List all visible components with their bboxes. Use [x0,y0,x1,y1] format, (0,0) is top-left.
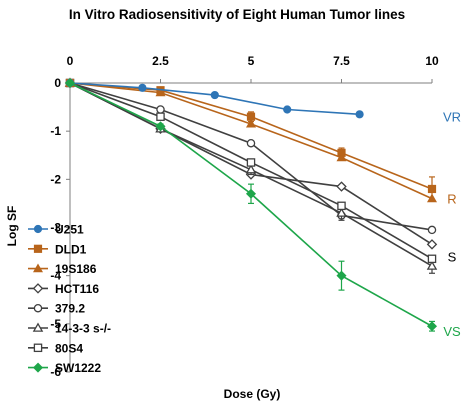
legend-label: SW1222 [55,361,101,375]
legend-label: HCT116 [55,282,99,296]
legend-marker [32,283,44,294]
legend-marker [32,362,44,373]
data-point [336,152,347,162]
data-point [283,105,292,114]
y-tick-label: -1 [50,124,61,138]
annotation-r: R [447,192,456,207]
annotations: VR R S VS [443,110,461,339]
data-point [337,201,346,211]
data-point [427,254,437,264]
data-point [427,184,437,194]
legend-marker [33,224,43,234]
legend-item: 379.2 [28,302,85,316]
data-point [245,164,257,174]
data-point [155,87,166,97]
legend-item: 80S4 [28,341,83,355]
legend-marker [32,322,44,332]
data-point [336,270,347,281]
legend-item: 14-3-3 s-/- [28,322,111,336]
x-tick-label: 10 [425,54,439,68]
annotation-s: S [448,249,457,264]
series-19s186 [64,77,438,203]
legend-label: 14-3-3 s-/- [55,322,111,336]
x-tick-label: 0 [67,54,74,68]
legend-item: 19S186 [28,262,97,276]
axes: 0 2.5 5 7.5 10 0 -1 -2 -3 -4 -5 -6 [50,54,439,379]
data-point [427,225,437,235]
data-point [156,112,165,121]
legend-label: 19S186 [55,262,97,276]
legend-label: U251 [55,223,84,237]
data-point [210,90,219,100]
x-axis-label: Dose (Gy) [224,387,281,401]
y-tick-label: -6 [50,365,61,379]
legend-item: U251 [28,223,84,237]
data-point [246,158,256,167]
data-point [426,321,438,332]
data-point [245,118,257,128]
legend-item: SW1222 [28,361,101,375]
y-tick-label: -2 [50,172,61,186]
x-tick-label: 2.5 [152,54,169,68]
data-point [246,138,256,148]
data-point [245,188,257,199]
legend-label: DLD1 [55,242,87,256]
data-point [336,181,347,192]
y-tick-label: -5 [50,317,61,331]
y-tick-label: -4 [50,269,61,283]
chart-title: In Vitro Radiosensitivity of Eight Human… [69,7,405,22]
x-tick-label: 5 [248,54,255,68]
series-line [69,82,433,231]
series-layer [64,77,438,332]
legend-item: DLD1 [28,242,87,256]
legend-item: HCT116 [28,282,99,296]
legend-marker [33,343,43,353]
y-tick-label: -3 [50,221,61,235]
legend: U251 DLD1 19S186 HCT116 379.2 14-3-3 s-/- 80S4… [28,223,111,375]
data-point [138,83,147,92]
data-point [156,105,165,114]
annotation-vr: VR [443,110,461,125]
data-point [355,110,364,119]
legend-label: 80S4 [55,341,83,355]
y-axis-label: Log SF [5,206,19,247]
data-point [426,239,438,250]
legend-marker [32,263,44,273]
legend-marker [33,303,43,313]
x-tick-label: 7.5 [333,54,350,68]
data-point [64,77,76,89]
data-point [155,121,166,132]
data-point [426,193,438,203]
annotation-vs: VS [443,324,461,339]
data-point [426,260,438,270]
series-sw1222 [64,77,438,332]
legend-label: 379.2 [55,302,85,316]
legend-marker [33,244,43,253]
y-tick-label: 0 [54,76,61,90]
data-point [336,207,347,217]
